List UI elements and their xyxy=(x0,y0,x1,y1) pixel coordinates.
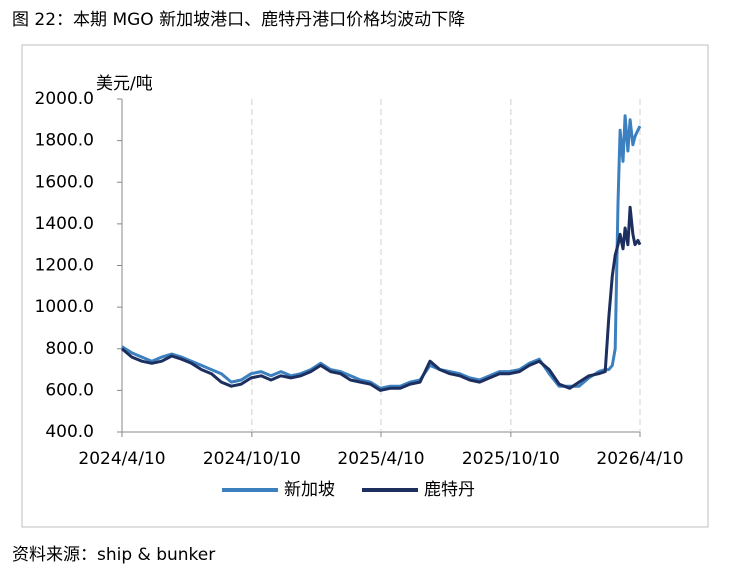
chart-frame xyxy=(21,44,709,528)
y-tick-label: 800.0 xyxy=(45,339,94,359)
y-tick-label: 600.0 xyxy=(45,380,94,400)
source-note: 资料来源：ship & bunker xyxy=(12,545,215,565)
x-tick-label: 2024/4/10 xyxy=(78,449,165,469)
series-line xyxy=(121,114,642,390)
x-tick-label: 2024/10/10 xyxy=(203,449,301,469)
y-tick-label: 1400.0 xyxy=(35,214,94,234)
legend-label: 新加坡 xyxy=(284,480,335,500)
x-tick-label: 2025/4/10 xyxy=(337,449,424,469)
x-tick-label: 2025/10/10 xyxy=(462,449,560,469)
y-tick-label: 1800.0 xyxy=(35,131,94,151)
x-tick-label: 2026/4/10 xyxy=(596,449,683,469)
legend-label: 鹿特丹 xyxy=(424,480,475,500)
series-line xyxy=(121,205,642,392)
chart-title: 图 22：本期 MGO 新加坡港口、鹿特丹港口价格均波动下降 xyxy=(12,10,465,30)
y-tick-label: 400.0 xyxy=(45,422,94,442)
y-tick-label: 1200.0 xyxy=(35,256,94,276)
y-axis-label: 美元/吨 xyxy=(96,74,153,94)
y-tick-label: 1600.0 xyxy=(35,172,94,192)
y-tick-label: 2000.0 xyxy=(35,89,94,109)
y-tick-label: 1000.0 xyxy=(35,297,94,317)
